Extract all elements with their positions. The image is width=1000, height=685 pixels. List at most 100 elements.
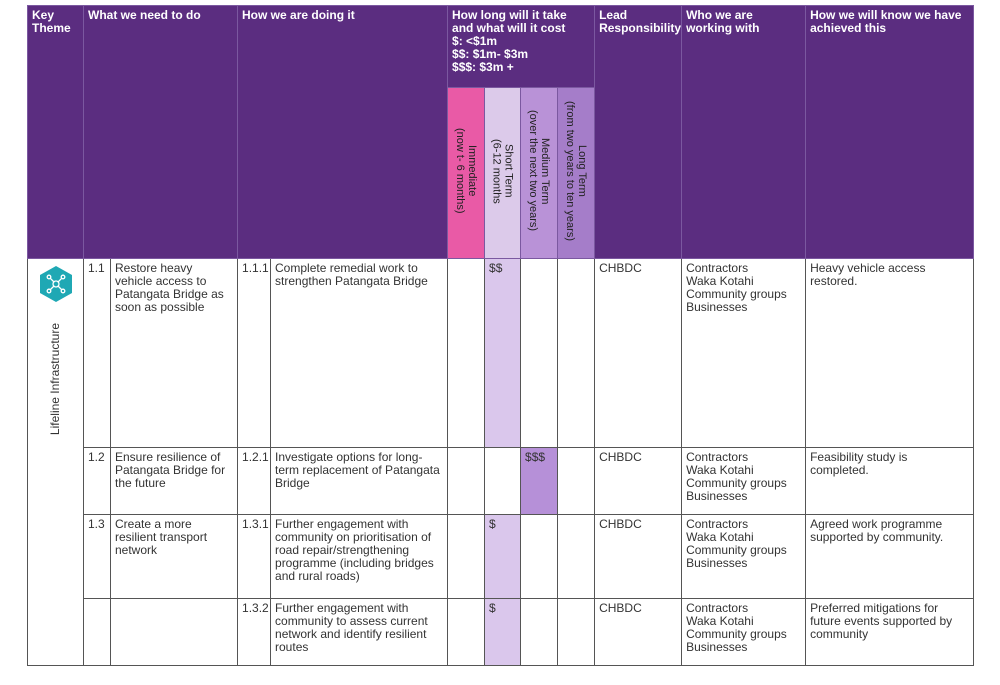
- cost-cell: [557, 598, 596, 666]
- who-line: Waka Kotahi: [686, 274, 754, 288]
- header-line: $$: $1m- $3m: [452, 47, 529, 61]
- who-line: Contractors: [686, 601, 749, 615]
- lead-cell: CHBDC: [594, 447, 683, 515]
- cost-cell: [520, 598, 559, 666]
- how-cell: Investigate options for long-term replac…: [270, 447, 449, 515]
- who-cell: Contractors Waka Kotahi Community groups Bu…: [681, 514, 807, 599]
- cost-cell: [520, 514, 559, 599]
- num-cell: [83, 598, 111, 666]
- action-table: Key Theme What we need to do How we are …: [27, 5, 975, 666]
- who-line: Contractors: [686, 450, 749, 464]
- lead-cell: CHBDC: [594, 258, 683, 448]
- header-line: How long will it take and what will it c…: [452, 8, 567, 35]
- who-line: Community groups: [686, 627, 787, 641]
- cost-cell: $: [484, 514, 522, 599]
- timeframe-label: Long Term (from two years to ten years): [564, 96, 588, 246]
- lead-cell: CHBDC: [594, 598, 683, 666]
- header-line: $: <$1m: [452, 34, 498, 48]
- data-row: 1.3 Create a more resilient transport net…: [28, 514, 975, 599]
- timeframe-row: Immediate (now t- 6 months) Short Term (6-1…: [28, 87, 974, 259]
- timeframe-line: (6-12 months: [490, 138, 503, 204]
- sub-cell: 1.2.1: [237, 447, 272, 515]
- timeframe-line: Medium Term: [539, 137, 552, 205]
- how-cell: Further engagement with community on pri…: [270, 514, 449, 599]
- header-cell: Lead Responsibility: [594, 5, 683, 259]
- what-cell: Create a more resilient transport networ…: [109, 514, 239, 599]
- cost-cell: [447, 598, 486, 666]
- timeframe-line: (over the next two years): [527, 110, 540, 232]
- cost-cell: [557, 258, 596, 448]
- header-cell: Key Theme: [27, 5, 84, 259]
- timeframe-label: Immediate (now t- 6 months): [454, 96, 478, 246]
- who-line: Businesses: [686, 556, 748, 570]
- data-row: 1.3.2 Further engagement with community t…: [28, 598, 975, 666]
- who-line: Waka Kotahi: [686, 614, 754, 628]
- know-cell: Preferred mitigations for future events …: [805, 598, 975, 666]
- header-cell: Who we are working with: [681, 5, 807, 259]
- timeframe-line: Short Term: [502, 144, 515, 198]
- who-line: Community groups: [686, 543, 787, 557]
- cost-cell: $$$: [520, 447, 559, 515]
- who-line: Businesses: [686, 640, 748, 654]
- theme-icon: [39, 266, 72, 302]
- data-row: Lifeline Infrastructure 1.1 Restore heavy …: [27, 258, 975, 666]
- cost-cell: $$: [484, 258, 522, 448]
- who-line: Businesses: [686, 300, 748, 314]
- cost-cell: [557, 447, 596, 515]
- how-cell: Complete remedial work to strengthen Pat…: [270, 258, 449, 448]
- header-cell: How we are doing it: [237, 5, 449, 259]
- know-cell: Feasibility study is completed.: [805, 447, 975, 515]
- timeframe-header: Short Term (6-12 months: [484, 87, 522, 259]
- timeframe-header: Immediate (now t- 6 months): [447, 87, 486, 259]
- know-cell: Agreed work programme supported by commu…: [805, 514, 975, 599]
- sub-cell: 1.3.2: [237, 598, 272, 666]
- timeframe-header: Medium Term (over the next two years): [520, 87, 559, 259]
- cost-cell: [447, 514, 486, 599]
- what-cell: [109, 598, 239, 666]
- who-cell: Contractors Waka Kotahi Community groups Bu…: [681, 258, 807, 448]
- timeframe-line: (from two years to ten years): [564, 101, 577, 241]
- cost-cell: [557, 514, 596, 599]
- num-cell: 1.2: [83, 447, 111, 515]
- lead-cell: CHBDC: [594, 514, 683, 599]
- header-cell: What we need to do: [82, 5, 239, 259]
- timeframe-line: Long Term: [576, 145, 589, 197]
- timeframe-line: Immediate: [466, 145, 479, 197]
- num-cell: 1.1: [83, 258, 111, 448]
- what-cell: Restore heavy vehicle access to Patangat…: [109, 258, 239, 448]
- who-cell: Contractors Waka Kotahi Community groups Bu…: [681, 598, 807, 666]
- who-line: Contractors: [686, 517, 749, 531]
- how-cell: Further engagement with community to ass…: [270, 598, 449, 666]
- sub-cell: 1.3.1: [237, 514, 272, 599]
- table-body: Key Theme What we need to do How we are …: [27, 5, 975, 666]
- what-cell: Ensure resilience of Patangata Bridge fo…: [109, 447, 239, 515]
- cost-cell: [447, 447, 486, 515]
- cost-cell: $: [484, 598, 522, 666]
- header-line: $$$: $3m +: [452, 60, 514, 74]
- theme-box: Lifeline Infrastructure: [29, 260, 83, 442]
- header-cell: How long will it take and what will it c…: [447, 5, 596, 88]
- header-row: Key Theme What we need to do How we are …: [27, 5, 975, 259]
- cost-cell: [484, 447, 522, 515]
- timeframe-line: (now t- 6 months): [454, 128, 467, 214]
- data-row: 1.2 Ensure resilience of Patangata Bridge…: [28, 447, 975, 515]
- who-line: Community groups: [686, 287, 787, 301]
- timeframe-label: Short Term (6-12 months: [491, 96, 515, 246]
- know-cell: Heavy vehicle access restored.: [805, 258, 975, 448]
- num-cell: 1.3: [83, 514, 111, 599]
- timeframe-label: Medium Term (over the next two years): [527, 96, 551, 246]
- who-line: Community groups: [686, 476, 787, 490]
- cost-cell: [520, 258, 559, 448]
- timeframe-header: Long Term (from two years to ten years): [557, 87, 596, 259]
- who-line: Waka Kotahi: [686, 530, 754, 544]
- who-line: Waka Kotahi: [686, 463, 754, 477]
- sub-cell: 1.1.1: [237, 258, 272, 448]
- theme-cell: Lifeline Infrastructure: [27, 258, 84, 666]
- who-line: Businesses: [686, 489, 748, 503]
- theme-label: Lifeline Infrastructure: [48, 323, 62, 436]
- header-cell: How we will know we have achieved this: [805, 5, 975, 259]
- who-line: Contractors: [686, 261, 749, 275]
- cost-cell: [447, 258, 486, 448]
- who-cell: Contractors Waka Kotahi Community groups Bu…: [681, 447, 807, 515]
